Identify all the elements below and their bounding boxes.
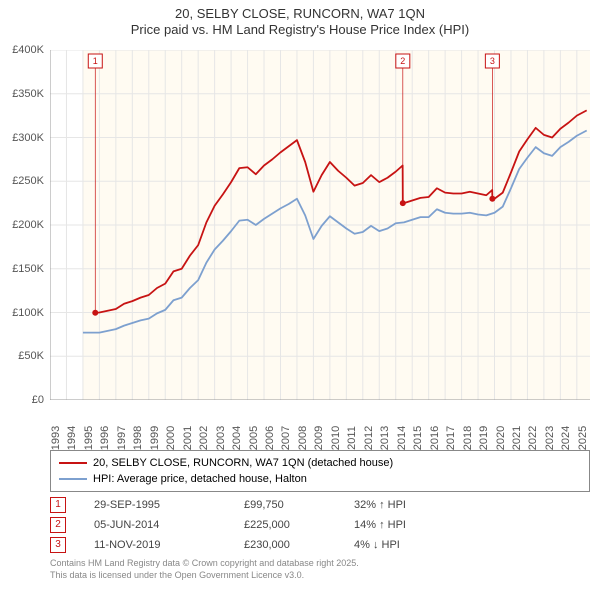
x-tick-label: 2003 xyxy=(215,426,227,450)
x-tick-label: 2023 xyxy=(544,426,556,450)
x-tick-label: 2005 xyxy=(248,426,260,450)
footer-attribution: Contains HM Land Registry data © Crown c… xyxy=(50,558,590,581)
legend-box: 20, SELBY CLOSE, RUNCORN, WA7 1QN (detac… xyxy=(50,450,590,492)
x-tick-label: 2007 xyxy=(280,426,292,450)
x-axis-labels: 1993 1994 1995 1996 1997 1998 1999 2000 2001 2002… xyxy=(50,404,590,454)
x-tick-label: 2008 xyxy=(297,426,309,450)
svg-text:3: 3 xyxy=(490,56,495,66)
y-tick-label: £400K xyxy=(12,44,44,56)
legend-item: HPI: Average price, detached house, Halt… xyxy=(59,471,581,487)
footer-line-1: Contains HM Land Registry data © Crown c… xyxy=(50,558,590,570)
sale-marker-box: 3 xyxy=(50,537,66,553)
y-tick-label: £300K xyxy=(12,132,44,144)
x-tick-label: 2017 xyxy=(445,426,457,450)
x-tick-label: 1997 xyxy=(116,426,128,450)
x-tick-label: 1993 xyxy=(50,426,62,450)
title-line-1: 20, SELBY CLOSE, RUNCORN, WA7 1QN xyxy=(0,6,600,22)
y-axis-labels: £0£50K£100K£150K£200K£250K£300K£350K£400… xyxy=(0,50,48,400)
y-tick-label: £100K xyxy=(12,307,44,319)
y-tick-label: £250K xyxy=(12,175,44,187)
sale-date: 29-SEP-1995 xyxy=(94,499,244,511)
x-tick-label: 2016 xyxy=(429,426,441,450)
x-tick-label: 2015 xyxy=(412,426,424,450)
sale-price: £225,000 xyxy=(244,519,354,531)
x-tick-label: 2013 xyxy=(379,426,391,450)
x-tick-label: 2018 xyxy=(462,426,474,450)
plot-svg: 1 2 3 xyxy=(50,50,590,400)
sale-date: 11-NOV-2019 xyxy=(94,539,244,551)
x-tick-label: 2006 xyxy=(264,426,276,450)
title-line-2: Price paid vs. HM Land Registry's House … xyxy=(0,22,600,38)
svg-text:2: 2 xyxy=(400,56,405,66)
legend-item: 20, SELBY CLOSE, RUNCORN, WA7 1QN (detac… xyxy=(59,455,581,471)
y-tick-label: £200K xyxy=(12,219,44,231)
sale-row: 2 05-JUN-2014£225,00014% ↑ HPI xyxy=(50,515,590,535)
sale-marker-box: 2 xyxy=(50,517,66,533)
x-tick-label: 2025 xyxy=(577,426,589,450)
sale-delta: 32% ↑ HPI xyxy=(354,499,474,511)
y-tick-label: £350K xyxy=(12,88,44,100)
legend-swatch xyxy=(59,478,87,480)
x-tick-label: 2014 xyxy=(396,426,408,450)
x-tick-label: 2022 xyxy=(527,426,539,450)
footer-line-2: This data is licensed under the Open Gov… xyxy=(50,570,590,582)
x-tick-label: 2024 xyxy=(560,426,572,450)
chart-area: 1 2 3 xyxy=(50,50,590,400)
sale-row: 3 11-NOV-2019£230,0004% ↓ HPI xyxy=(50,535,590,555)
x-tick-label: 1996 xyxy=(99,426,111,450)
legend-label: HPI: Average price, detached house, Halt… xyxy=(93,471,307,487)
sale-price: £230,000 xyxy=(244,539,354,551)
sale-marker-box: 1 xyxy=(50,497,66,513)
legend-swatch xyxy=(59,462,87,464)
sale-delta: 4% ↓ HPI xyxy=(354,539,474,551)
y-tick-label: £50K xyxy=(18,350,44,362)
x-tick-label: 1995 xyxy=(83,426,95,450)
x-tick-label: 2010 xyxy=(330,426,342,450)
chart-container: 20, SELBY CLOSE, RUNCORN, WA7 1QN Price … xyxy=(0,0,600,590)
x-tick-label: 2020 xyxy=(495,426,507,450)
x-tick-label: 2002 xyxy=(198,426,210,450)
x-tick-label: 1994 xyxy=(66,426,78,450)
sale-price: £99,750 xyxy=(244,499,354,511)
x-tick-label: 2000 xyxy=(165,426,177,450)
y-tick-label: £150K xyxy=(12,263,44,275)
x-tick-label: 2009 xyxy=(313,426,325,450)
x-tick-label: 2004 xyxy=(231,426,243,450)
x-tick-label: 2001 xyxy=(182,426,194,450)
x-tick-label: 1998 xyxy=(132,426,144,450)
sale-row: 1 29-SEP-1995£99,75032% ↑ HPI xyxy=(50,495,590,515)
legend-label: 20, SELBY CLOSE, RUNCORN, WA7 1QN (detac… xyxy=(93,455,393,471)
x-tick-label: 2011 xyxy=(346,426,358,450)
x-tick-label: 2019 xyxy=(478,426,490,450)
x-tick-label: 2012 xyxy=(363,426,375,450)
svg-text:1: 1 xyxy=(93,56,98,66)
x-tick-label: 1999 xyxy=(149,426,161,450)
sale-date: 05-JUN-2014 xyxy=(94,519,244,531)
title-block: 20, SELBY CLOSE, RUNCORN, WA7 1QN Price … xyxy=(0,0,600,39)
y-tick-label: £0 xyxy=(32,394,44,406)
sale-delta: 14% ↑ HPI xyxy=(354,519,474,531)
x-tick-label: 2021 xyxy=(511,426,523,450)
sales-table: 1 29-SEP-1995£99,75032% ↑ HPI 2 05-JUN-2014… xyxy=(50,495,590,555)
